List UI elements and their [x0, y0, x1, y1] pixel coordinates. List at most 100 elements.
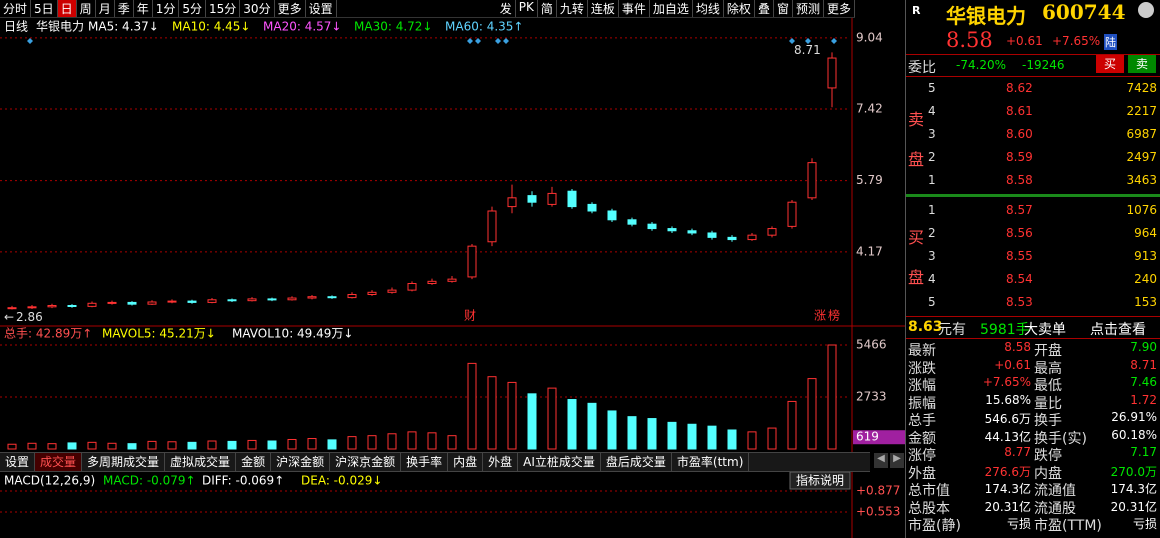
toolbar-button[interactable]: 预测 [793, 0, 824, 17]
toolbar-button[interactable]: 30分 [240, 0, 275, 17]
volume-bar [147, 440, 157, 450]
candle-body [387, 289, 397, 293]
help-button[interactable]: 指标说明 [796, 473, 844, 488]
order-level: 5 [928, 295, 936, 309]
toolbar-button[interactable]: 月 [96, 0, 115, 17]
toolbar-button[interactable]: PK [516, 0, 538, 17]
stat-value: +0.61 [994, 357, 1031, 372]
quote-panel: R 华银电力 600744 8.58 +0.61 +7.65% 陆委比 -74.20% -192… [905, 0, 1160, 538]
tab[interactable]: 成交量 [35, 453, 83, 471]
volume-bar [7, 443, 17, 450]
tab-scroll-left[interactable]: ◀ [874, 453, 888, 468]
sell-side-label: 卖盘 [908, 110, 925, 169]
volume-bar [67, 442, 77, 450]
tab[interactable]: 市盈率(ttm) [672, 453, 750, 471]
candle-body [347, 294, 357, 299]
tab[interactable]: 设置 [0, 453, 36, 471]
toolbar-button[interactable]: 周 [77, 0, 96, 17]
order-volume: 1076 [1126, 203, 1157, 217]
stat-value: 亏损 [1006, 517, 1031, 531]
toolbar-button[interactable]: 1分 [153, 0, 180, 17]
stat-label: 金额 [908, 430, 936, 447]
toolbar-button[interactable]: 窗 [774, 0, 793, 17]
ma-legend: MA60: 4.35↑ [445, 20, 523, 34]
tab[interactable]: 虚拟成交量 [165, 453, 237, 471]
toolbar-button[interactable]: 简 [538, 0, 557, 17]
order-volume: 913 [1134, 249, 1157, 263]
current-volume-box [853, 430, 905, 445]
toolbar-button[interactable]: 加自选 [650, 0, 693, 17]
toolbar-button[interactable]: 分时 [0, 0, 32, 17]
stat-value: 8.77 [1004, 445, 1031, 459]
tab[interactable]: 金额 [236, 453, 272, 471]
candle-body [447, 278, 457, 282]
candle-body [587, 203, 597, 212]
stat-value: 8.58 [1004, 340, 1031, 354]
big-order: 5981手 [980, 322, 1030, 338]
order-volume: 7428 [1126, 81, 1157, 95]
tab[interactable]: 内盘 [448, 453, 484, 471]
tab[interactable]: 沪深金额 [271, 453, 331, 471]
toolbar-button[interactable]: 除权 [724, 0, 755, 17]
toolbar-button[interactable]: 设置 [306, 0, 337, 17]
sell-button[interactable]: 卖 [1128, 55, 1156, 73]
candle-body [527, 195, 537, 203]
toolbar-button[interactable]: 更多 [275, 0, 306, 17]
candle-body [567, 190, 577, 208]
menu-dot[interactable] [1138, 2, 1154, 18]
toolbar-button[interactable]: 九转 [557, 0, 588, 17]
tab[interactable]: AI立桩成交量 [518, 453, 601, 471]
candle-body [227, 299, 237, 302]
toolbar-button[interactable]: 年 [134, 0, 153, 17]
book-divider [906, 194, 1160, 197]
tab[interactable]: 盘后成交量 [601, 453, 672, 471]
candle-body [467, 245, 477, 278]
separator [906, 338, 1160, 339]
toolbar-button[interactable]: 5日 [31, 0, 58, 17]
toolbar-button[interactable]: 15分 [206, 0, 241, 17]
stock-name: 华银电力 [946, 4, 1026, 28]
order-level: 1 [928, 173, 936, 187]
tab[interactable]: 换手率 [401, 453, 449, 471]
toolbar-button[interactable]: 连板 [588, 0, 619, 17]
stat-value: 174.3亿 [1110, 482, 1157, 496]
big-order[interactable]: 点击查看 [1090, 322, 1146, 338]
candle-body [267, 298, 277, 301]
y-tick-label: +0.553 [856, 505, 900, 519]
order-price: 8.57 [1006, 203, 1033, 217]
volume-bar [267, 440, 277, 450]
stat-value: 7.17 [1130, 445, 1157, 459]
separator [906, 316, 1160, 317]
stat-value: 7.46 [1130, 375, 1157, 389]
tab[interactable]: 外盘 [483, 453, 519, 471]
toolbar-button[interactable]: 日 [57, 0, 77, 17]
macd-legend: DIFF: -0.069↑ [202, 474, 284, 488]
tab[interactable]: 沪深京金额 [330, 453, 402, 471]
tab[interactable]: 多周期成交量 [82, 453, 166, 471]
toolbar-button[interactable]: 均线 [693, 0, 724, 17]
wb-pct: -74.20% [956, 58, 1007, 72]
y-tick-label: +0.877 [856, 484, 900, 498]
candle-body [67, 304, 77, 307]
stat-label: 换手(实) [1034, 430, 1087, 447]
volume-legend: 总手: 42.89万↑ [4, 327, 92, 341]
toolbar-button[interactable]: 更多 [824, 0, 855, 17]
volume-bar [247, 439, 257, 450]
toolbar-button[interactable]: 叠 [755, 0, 774, 17]
toolbar-button[interactable]: 5分 [179, 0, 207, 17]
order-price: 8.55 [1006, 249, 1033, 263]
toolbar-button[interactable]: 季 [115, 0, 134, 17]
stock-code: 600744 [1042, 0, 1126, 24]
ma-legend: MA10: 4.45↓ [172, 20, 250, 34]
stat-label: 换手 [1034, 413, 1062, 429]
macd-legend: MACD(12,26,9) [4, 474, 95, 488]
order-volume: 153 [1134, 295, 1157, 309]
toolbar-button[interactable]: 事件 [619, 0, 650, 17]
wb-label: 委比 [908, 60, 936, 76]
volume-bar [607, 410, 617, 450]
buy-button[interactable]: 买 [1096, 55, 1124, 73]
stat-value: 8.71 [1130, 357, 1157, 372]
tab-scroll-right[interactable]: ▶ [890, 453, 904, 468]
toolbar-button[interactable]: 发 [497, 0, 516, 17]
